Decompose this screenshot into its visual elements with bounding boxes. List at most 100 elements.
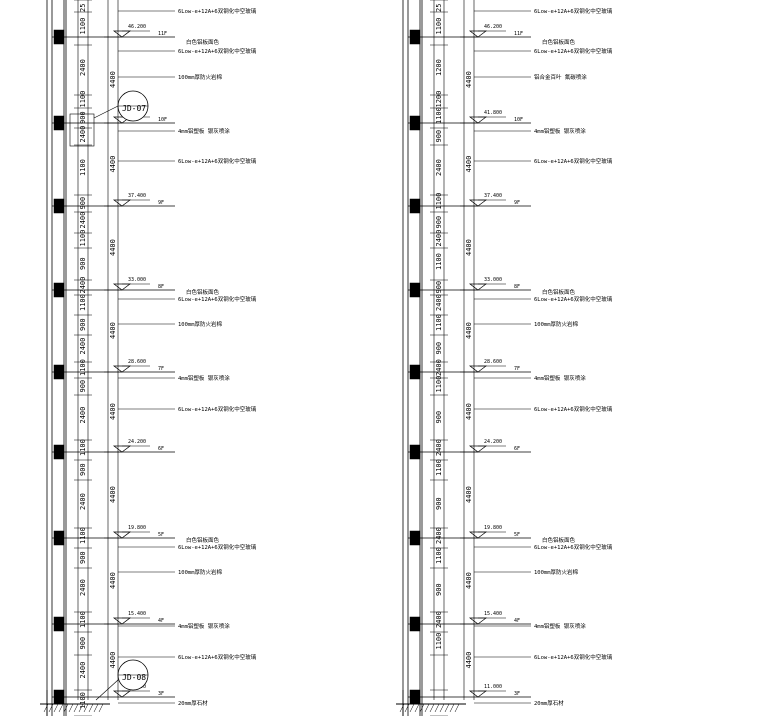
slab-section	[409, 444, 421, 460]
right-section-panel: 2511001200120011009002400110090024001100…	[396, 0, 613, 717]
ground-hatch	[43, 703, 49, 713]
dim-value: 900	[79, 197, 87, 210]
material-note: 100mm厚防火岩棉	[534, 320, 579, 328]
elevation-triangle	[112, 617, 132, 625]
elevation-value: 24.200	[128, 439, 146, 445]
slab-section	[409, 616, 421, 632]
dim-value: 1100	[435, 253, 443, 270]
material-note: 4mm铝塑板 银灰喷涂	[178, 374, 230, 382]
material-note: 6Low-e+12A+6双钢化中空玻璃	[178, 543, 257, 551]
dim-value: 900	[435, 411, 443, 424]
floor-label: 5F	[514, 532, 520, 538]
dim-value: 1100	[435, 314, 443, 331]
ground-hatch	[98, 703, 104, 713]
dim-value: 2400	[79, 277, 87, 294]
elevation-value: 19.800	[128, 525, 146, 531]
ground-hatch	[73, 703, 79, 713]
slab-section	[53, 364, 65, 380]
dim-value: 1100	[435, 547, 443, 564]
slab-section	[53, 282, 65, 298]
dim-value: 2400	[79, 338, 87, 355]
dim-value: 2400	[79, 407, 87, 424]
material-note: 白色铝板面色	[542, 536, 576, 544]
elevation-triangle	[112, 283, 132, 291]
floor-label: 10F	[514, 117, 523, 123]
dim-value: 900	[435, 342, 443, 355]
elevation-value: 37.400	[128, 193, 146, 199]
floor-dim-value: 4400	[109, 71, 117, 88]
slab-section	[53, 689, 65, 705]
floor-dim-value: 4400	[109, 652, 117, 669]
ground-hatch	[58, 703, 64, 713]
floor-dim-value: 4400	[109, 156, 117, 173]
elevation-value: 46.200	[128, 24, 146, 30]
dim-value: 25	[79, 4, 87, 12]
material-note: 6Low-e+12A+6双钢化中空玻璃	[178, 157, 257, 165]
material-note: 6Low-e+12A+6双钢化中空玻璃	[534, 7, 613, 15]
dim-value: 2400	[435, 230, 443, 247]
material-note: 6Low-e+12A+6双钢化中空玻璃	[534, 405, 613, 413]
dim-value: 2400	[435, 159, 443, 176]
slab-section	[409, 198, 421, 214]
elevation-triangle	[468, 116, 488, 124]
dim-value: 1100	[435, 633, 443, 650]
elevation-triangle	[468, 445, 488, 453]
floor-label: 6F	[158, 446, 164, 452]
elevation-triangle	[112, 199, 132, 207]
elevation-value: 15.400	[128, 611, 146, 617]
floor-label: 3F	[514, 691, 520, 697]
dim-value: 900	[79, 637, 87, 650]
dim-value: 25	[435, 4, 443, 12]
dim-value: 2400	[79, 579, 87, 596]
floor-label: 9F	[514, 200, 520, 206]
slab-section	[409, 530, 421, 546]
ground-hatch	[439, 703, 445, 713]
floor-dim-value: 4400	[109, 403, 117, 420]
dim-value: 900	[79, 551, 87, 564]
material-note: 6Low-e+12A+6双钢化中空玻璃	[178, 653, 257, 661]
ground-hatch	[434, 703, 440, 713]
slab-section	[53, 198, 65, 214]
elevation-value: 11.000	[484, 684, 502, 690]
elevation-triangle	[112, 531, 132, 539]
dim-value: 2400	[79, 212, 87, 229]
ground-hatch	[449, 703, 455, 713]
material-note: 20mm厚石材	[178, 699, 208, 707]
material-note: 白色铝板面色	[186, 38, 220, 46]
floor-label: 4F	[514, 618, 520, 624]
elevation-triangle	[468, 30, 488, 38]
material-note: 4mm铝塑板 银灰喷涂	[178, 622, 230, 630]
elevation-value: 19.800	[484, 525, 502, 531]
material-note: 6Low-e+12A+6双钢化中空玻璃	[534, 543, 613, 551]
slab-section	[409, 115, 421, 131]
elevation-triangle	[468, 690, 488, 698]
detail-frame-jd07	[69, 113, 95, 147]
ground-hatch	[78, 703, 84, 713]
slab-section	[53, 29, 65, 45]
material-note: 100mm厚防火岩棉	[178, 73, 223, 81]
dim-value: 900	[435, 281, 443, 294]
floor-dim-value: 4400	[465, 322, 473, 339]
dim-value: 2400	[435, 294, 443, 311]
elevation-value: 33.000	[484, 277, 502, 283]
dim-value: 1100	[435, 18, 443, 35]
floor-dim-value: 4400	[465, 71, 473, 88]
dim-value: 2400	[435, 611, 443, 628]
elevation-value: 37.400	[484, 193, 502, 199]
ground-hatch	[48, 703, 54, 713]
left-section-panel: 2511002400110090024001100900240011009002…	[40, 0, 257, 717]
material-note: 4mm铝塑板 银灰喷涂	[534, 622, 586, 630]
dim-value: 2400	[79, 59, 87, 76]
floor-dim-value: 4400	[109, 322, 117, 339]
material-note: 6Low-e+12A+6双钢化中空玻璃	[534, 47, 613, 55]
ground-hatch	[83, 703, 89, 713]
ground-hatch	[93, 703, 99, 713]
ground-hatch	[409, 703, 415, 713]
elevation-triangle	[468, 531, 488, 539]
floor-label: 3F	[158, 691, 164, 697]
slab-section	[53, 530, 65, 546]
floor-label: 9F	[158, 200, 164, 206]
dim-value: 1100	[79, 18, 87, 35]
